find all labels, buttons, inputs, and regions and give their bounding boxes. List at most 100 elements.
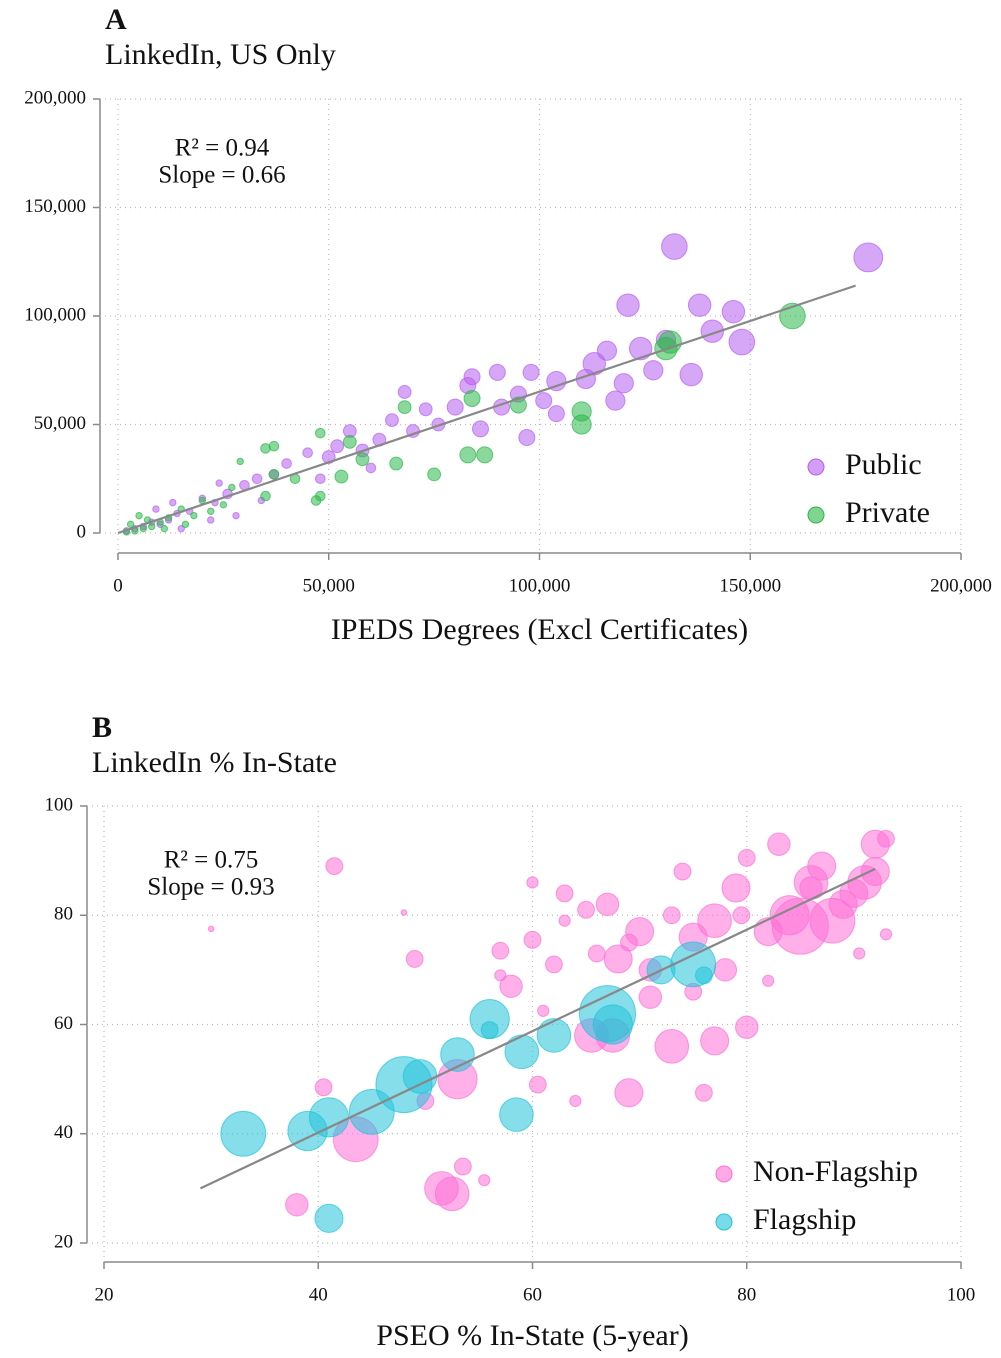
legend-marker: [807, 506, 825, 524]
point: [535, 392, 553, 410]
y-tick-label: 150,000: [24, 196, 86, 217]
legend-marker: [715, 1213, 733, 1231]
point: [302, 447, 313, 459]
x-tick-label: 80: [737, 1284, 756, 1305]
point: [219, 501, 228, 509]
point: [365, 462, 377, 474]
point: [499, 1097, 534, 1132]
x-tick-label: 20: [95, 1284, 114, 1305]
point: [877, 829, 895, 848]
point: [434, 1176, 470, 1212]
y-tick-label: 200,000: [24, 87, 86, 108]
point: [662, 906, 681, 925]
point: [207, 516, 215, 524]
point: [476, 446, 494, 464]
point: [325, 857, 344, 875]
point: [177, 524, 185, 533]
point: [523, 930, 542, 949]
point: [687, 293, 712, 317]
point: [232, 511, 240, 520]
y-tick-label: 50,000: [34, 413, 86, 434]
point: [528, 1075, 547, 1094]
point: [569, 1094, 582, 1108]
point: [577, 900, 595, 919]
legend-label: Non-Flagship: [753, 1155, 918, 1188]
point: [260, 490, 271, 502]
point: [713, 958, 738, 982]
x-tick-label: 100,000: [509, 575, 571, 596]
point: [654, 1029, 690, 1064]
point: [453, 1157, 472, 1176]
y-tick-label: 80: [54, 904, 73, 925]
point: [695, 1083, 713, 1102]
point: [595, 892, 620, 917]
point: [522, 363, 540, 381]
point: [700, 319, 725, 343]
point: [471, 420, 489, 438]
point: [160, 524, 169, 533]
point: [661, 233, 688, 260]
point: [169, 498, 177, 507]
y-tick-label: 100: [45, 794, 74, 815]
point: [236, 457, 244, 466]
point: [673, 862, 692, 881]
annotation: R² = 0.75: [164, 847, 259, 874]
legend-label: Public: [845, 448, 922, 481]
point: [643, 360, 664, 381]
point: [446, 398, 464, 416]
point: [700, 1026, 730, 1056]
point: [126, 520, 135, 529]
annotation: R² = 0.94: [175, 135, 270, 162]
point: [418, 402, 433, 417]
x-tick-label: 60: [523, 1284, 542, 1305]
point: [198, 496, 207, 505]
point: [587, 944, 606, 963]
point: [545, 955, 563, 974]
y-tick-label: 100,000: [24, 304, 86, 325]
point: [728, 328, 756, 356]
point: [228, 483, 236, 492]
point: [732, 906, 751, 925]
point: [571, 414, 592, 435]
legend-marker: [715, 1165, 733, 1183]
point: [148, 522, 156, 531]
point: [807, 851, 837, 881]
x-axis-label: PSEO % In-State (5-year): [376, 1319, 688, 1352]
point: [860, 857, 890, 887]
point: [536, 1018, 572, 1053]
panel-label: B: [92, 711, 112, 744]
point: [152, 505, 160, 513]
point: [405, 950, 424, 968]
point: [220, 1110, 267, 1157]
y-tick-label: 40: [54, 1122, 73, 1143]
point: [463, 368, 481, 386]
legend-marker: [807, 458, 825, 476]
point: [459, 446, 477, 464]
point: [400, 909, 408, 916]
panel-label: A: [105, 3, 127, 36]
legend-label: Flagship: [753, 1203, 856, 1236]
point: [397, 385, 412, 399]
point: [853, 947, 866, 960]
point: [518, 429, 536, 447]
point: [613, 373, 634, 394]
point: [315, 427, 326, 439]
point: [695, 966, 713, 985]
point: [555, 884, 574, 903]
point: [268, 469, 280, 480]
point: [488, 363, 506, 381]
point: [314, 1203, 344, 1233]
point: [504, 1034, 540, 1070]
point: [537, 1004, 550, 1017]
point: [463, 389, 481, 407]
point: [762, 974, 775, 987]
x-tick-label: 150,000: [719, 575, 781, 596]
point: [491, 941, 510, 960]
point: [853, 242, 884, 273]
y-tick-label: 20: [54, 1231, 73, 1252]
point: [721, 299, 746, 324]
point: [737, 848, 756, 867]
point: [603, 944, 633, 974]
point: [735, 1015, 759, 1039]
